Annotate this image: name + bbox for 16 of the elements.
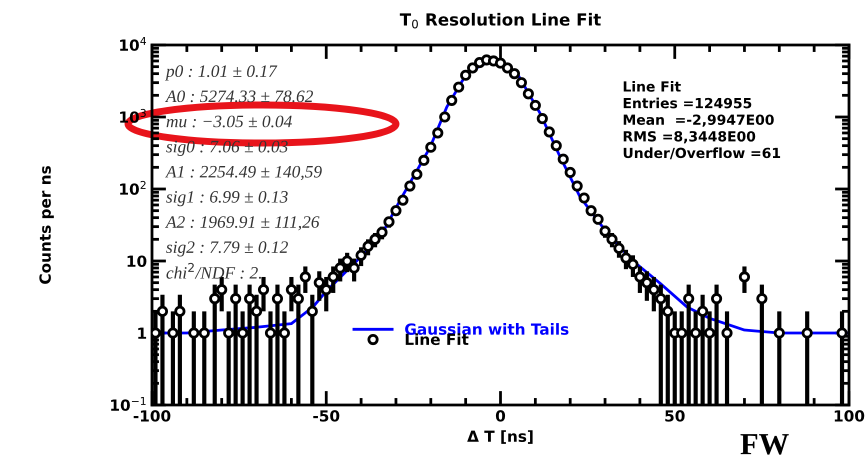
- y-tick-label: 10$^{2}$: [120, 180, 146, 195]
- x-tick-label: 0: [496, 410, 506, 422]
- x-axis-title: Δ T [ns]: [467, 430, 533, 444]
- x-tick-label: -100: [134, 410, 170, 422]
- legend-label: Gaussian with Tails: [405, 323, 568, 335]
- x-tick-label: -50: [313, 410, 340, 422]
- annotation: Line Fit Entries =124955 Mean =-2,9947E00 RMS =8,3448E00 Under/Overflow =61: [624, 81, 780, 160]
- y-tick-label: 10$^{−1}$: [111, 397, 146, 411]
- x-tick-label: 100: [834, 410, 864, 422]
- y-tick-label: 10: [128, 255, 146, 268]
- y-axis-title: Counts per ns: [39, 166, 54, 284]
- x-tick-label: 50: [665, 410, 685, 422]
- y-tick-label: 10$^{4}$: [120, 37, 146, 51]
- chart-title: T$_{0}$ Resolution Line Fit: [400, 12, 601, 28]
- text: FW: [740, 434, 789, 455]
- y-tick-label: 1: [138, 328, 146, 339]
